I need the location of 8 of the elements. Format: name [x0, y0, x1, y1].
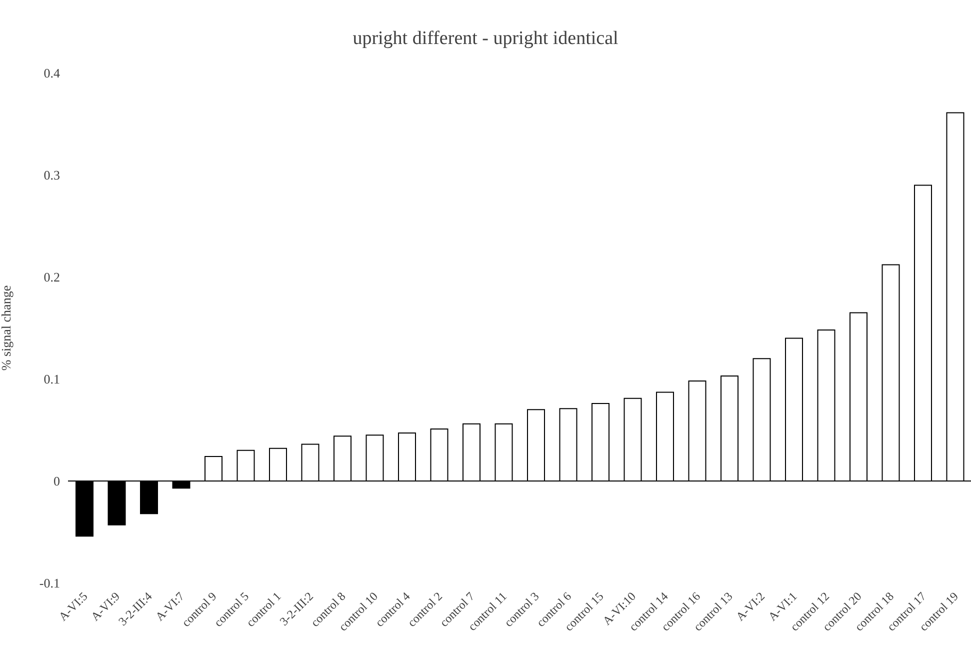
y-tick-label: 0.2: [44, 270, 60, 285]
y-tick-label: 0.1: [44, 372, 60, 387]
y-tick-label: 0.3: [44, 168, 60, 183]
y-axis-title: % signal change: [0, 285, 14, 371]
y-tick-label: 0.4: [44, 66, 60, 81]
y-tick-label: -0.1: [39, 576, 60, 591]
chart-title: upright different - upright identical: [352, 28, 620, 50]
y-tick-label: 0: [54, 474, 60, 489]
